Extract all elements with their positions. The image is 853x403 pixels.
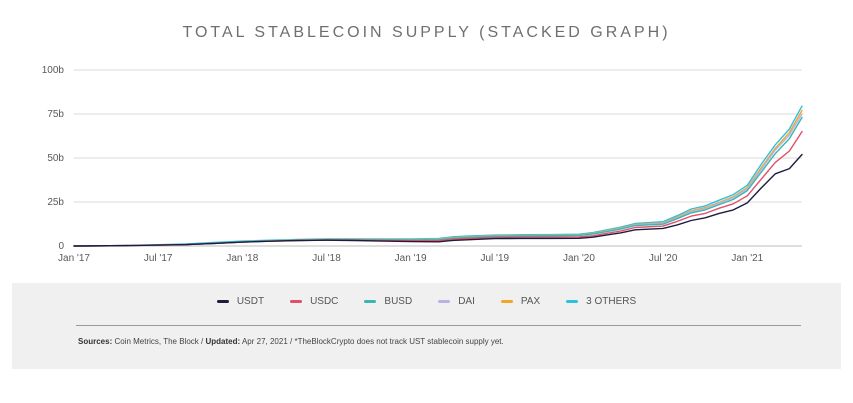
legend-item-busd: BUSD	[364, 296, 412, 307]
x-tick-label: Jul '19	[481, 253, 510, 264]
legend-item-others: 3 OTHERS	[566, 296, 636, 307]
y-tick-label: 25b	[47, 197, 64, 208]
series-line-usdt	[73, 153, 803, 247]
separator: /	[201, 337, 204, 346]
legend-item-pax: PAX	[500, 296, 541, 307]
chart-title: TOTAL STABLECOIN SUPPLY (STACKED GRAPH)	[182, 24, 671, 41]
chart-legend: USDT USDC BUSD DAI PAX 3 OTHERS	[12, 296, 841, 307]
series-line-dai	[73, 113, 803, 247]
legend-swatch-busd	[364, 300, 377, 303]
legend-swatch-dai	[438, 300, 451, 303]
y-tick-label: 0	[58, 241, 64, 252]
x-tick-label: Jan '19	[395, 253, 427, 264]
stablecoin-supply-chart: 0 25b 50b 75b 100b Jan '17 Jul '17 Jan '18 Jul '…	[42, 65, 803, 264]
series-line-3-others	[73, 105, 803, 247]
legend-item-dai: DAI	[438, 296, 475, 307]
legend-item-usdt: USDT	[216, 296, 265, 307]
x-tick-label: Jul '17	[144, 253, 173, 264]
legend-label-pax: PAX	[520, 296, 541, 307]
y-tick-label: 100b	[42, 65, 65, 76]
legend-label-busd: BUSD	[384, 296, 413, 307]
x-tick-label: Jan '18	[226, 253, 258, 264]
legend-swatch-usdt	[216, 300, 229, 303]
sources-note: Sources: Coin Metrics, The Block / Updat…	[78, 337, 504, 346]
series-line-usdc	[73, 130, 803, 247]
y-tick-label: 75b	[47, 109, 64, 120]
legend-swatch-usdc	[290, 300, 303, 303]
x-tick-label: Jul '18	[312, 253, 341, 264]
sources-value: Coin Metrics, The Block	[114, 337, 199, 346]
updated-value: Apr 27, 2021	[241, 337, 288, 346]
x-tick-label: Jan '21	[731, 253, 763, 264]
x-tick-label: Jan '20	[563, 253, 595, 264]
series-line-busd	[73, 116, 803, 247]
series-line-pax	[73, 109, 803, 247]
legend-label-usdc: USDC	[310, 296, 339, 307]
updated-label: Updated:	[205, 337, 241, 346]
footer-divider	[76, 325, 801, 326]
legend-item-usdc: USDC	[290, 296, 338, 307]
x-tick-label: Jan '17	[58, 253, 90, 264]
legend-label-others: 3 OTHERS	[586, 296, 637, 307]
legend-label-dai: DAI	[458, 296, 475, 307]
y-tick-label: 50b	[47, 153, 64, 164]
chart-footer: USDT USDC BUSD DAI PAX 3 OTHERS Sources:…	[12, 283, 841, 369]
legend-swatch-others	[566, 300, 579, 303]
sources-label: Sources:	[78, 337, 113, 346]
legend-swatch-pax	[500, 300, 513, 303]
separator: /	[290, 337, 293, 346]
legend-label-usdt: USDT	[236, 296, 265, 307]
ust-note: *TheBlockCrypto does not track UST stabl…	[294, 337, 504, 346]
x-tick-label: Jul '20	[649, 253, 678, 264]
